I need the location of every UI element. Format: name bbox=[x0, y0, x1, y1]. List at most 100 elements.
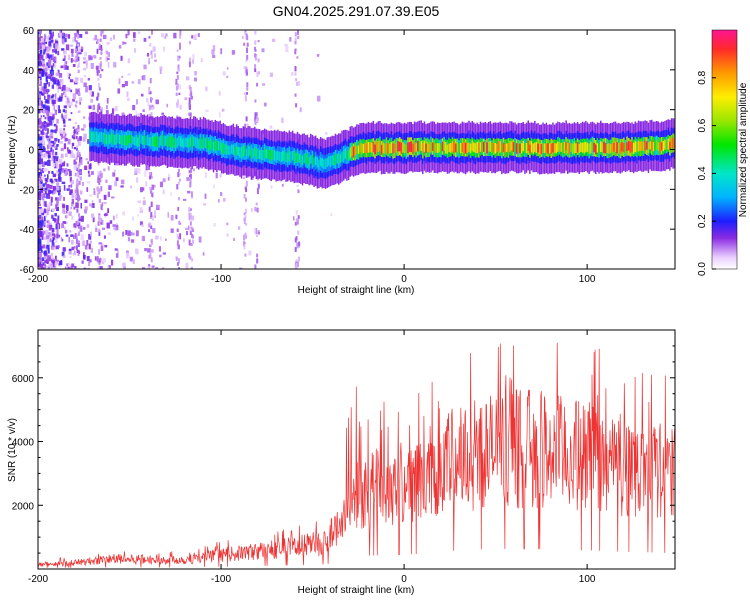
noise-speckle bbox=[40, 235, 43, 238]
noise-streak bbox=[77, 169, 80, 174]
noise-streak bbox=[257, 230, 260, 233]
ridge-cell bbox=[229, 145, 231, 156]
ridge-cell bbox=[166, 138, 169, 148]
noise-speckle bbox=[51, 144, 55, 147]
noise-speckle bbox=[77, 110, 81, 113]
ridge-cell bbox=[183, 137, 185, 149]
noise-streak bbox=[150, 50, 153, 55]
ridge-cell bbox=[161, 134, 164, 146]
noise-streak bbox=[189, 208, 192, 211]
noise-speckle bbox=[45, 153, 48, 159]
noise-streak bbox=[189, 182, 192, 188]
noise-speckle bbox=[41, 150, 44, 153]
ridge-cell bbox=[455, 143, 457, 153]
colorbar-tick-label: 0.6 bbox=[697, 118, 708, 132]
noise-streak bbox=[176, 104, 179, 108]
noise-speckle bbox=[142, 187, 145, 191]
noise-streak bbox=[179, 233, 182, 240]
noise-streak bbox=[254, 120, 257, 126]
ridge-cell bbox=[427, 141, 429, 153]
noise-speckle bbox=[59, 30, 61, 37]
ridge-cell bbox=[543, 143, 546, 153]
ridge-cell bbox=[469, 143, 472, 154]
noise-speckle bbox=[51, 99, 55, 104]
ridge-cell bbox=[356, 145, 358, 155]
noise-speckle bbox=[113, 169, 116, 173]
noise-streak bbox=[151, 215, 154, 221]
ridge-cell bbox=[443, 140, 445, 151]
noise-streak bbox=[148, 223, 151, 228]
noise-speckle bbox=[139, 162, 143, 165]
noise-speckle bbox=[109, 220, 113, 224]
noise-speckle bbox=[50, 196, 53, 203]
noise-streak bbox=[244, 30, 247, 34]
ridge-cell bbox=[193, 136, 195, 146]
noise-speckle bbox=[60, 153, 64, 159]
noise-speckle bbox=[57, 86, 61, 90]
noise-streak bbox=[245, 66, 248, 71]
ridge-cell bbox=[155, 136, 157, 147]
colorbar: 0.00.20.40.60.8 Normalized spectral ampl… bbox=[697, 29, 749, 276]
noise-speckle bbox=[57, 215, 60, 220]
noise-speckle bbox=[40, 212, 44, 216]
ridge-cell bbox=[323, 159, 325, 169]
noise-speckle bbox=[47, 115, 51, 122]
noise-speckle bbox=[48, 143, 52, 148]
ridge-cell bbox=[491, 142, 493, 154]
noise-speckle bbox=[58, 105, 60, 111]
noise-speckle bbox=[56, 85, 59, 90]
noise-streak bbox=[76, 178, 79, 182]
ridge-cell bbox=[375, 142, 378, 153]
snr-x-axis-label: Height of straight line (km) bbox=[298, 585, 415, 596]
noise-speckle bbox=[59, 141, 63, 144]
noise-speckle bbox=[112, 224, 116, 227]
noise-speckle bbox=[95, 227, 98, 232]
ridge-cell bbox=[511, 141, 513, 151]
noise-speckle bbox=[143, 64, 147, 70]
noise-speckle bbox=[186, 230, 188, 236]
noise-speckle bbox=[137, 79, 141, 85]
noise-speckle bbox=[39, 140, 43, 143]
noise-speckle bbox=[64, 171, 68, 176]
noise-speckle bbox=[49, 121, 53, 126]
ridge-cell bbox=[105, 134, 108, 145]
noise-speckle bbox=[74, 246, 76, 249]
noise-streak bbox=[254, 31, 257, 35]
noise-speckle bbox=[91, 205, 94, 208]
noise-speckle bbox=[65, 153, 68, 158]
noise-speckle bbox=[72, 98, 75, 102]
noise-speckle bbox=[226, 233, 229, 237]
noise-speckle bbox=[51, 117, 54, 123]
noise-speckle bbox=[95, 66, 98, 70]
noise-speckle bbox=[155, 235, 159, 240]
noise-speckle bbox=[40, 158, 43, 164]
ridge-cell bbox=[669, 141, 671, 151]
ridge-cell bbox=[379, 140, 381, 152]
noise-speckle bbox=[45, 229, 49, 236]
ridge-cell bbox=[583, 142, 585, 154]
noise-streak bbox=[192, 239, 194, 244]
noise-speckle bbox=[63, 210, 66, 214]
snr-y-axis-label: SNR (10 * v/v) bbox=[7, 418, 18, 482]
noise-speckle bbox=[38, 54, 41, 61]
noise-speckle bbox=[52, 161, 55, 168]
noise-speckle bbox=[51, 239, 54, 246]
ridge-cell bbox=[226, 144, 228, 154]
ridge-cell bbox=[631, 141, 633, 152]
noise-speckle bbox=[145, 181, 148, 187]
ridge-cell bbox=[254, 146, 256, 157]
noise-speckle bbox=[105, 179, 108, 183]
noise-streak bbox=[243, 42, 246, 46]
ridge-cell bbox=[573, 141, 576, 154]
noise-speckle bbox=[50, 233, 53, 238]
noise-streak bbox=[175, 82, 178, 85]
noise-speckle bbox=[223, 198, 226, 202]
noise-speckle bbox=[136, 177, 139, 183]
ridge-cell bbox=[99, 132, 101, 142]
noise-speckle bbox=[218, 91, 221, 96]
noise-speckle bbox=[135, 249, 139, 255]
noise-speckle bbox=[285, 46, 289, 53]
noise-speckle bbox=[126, 91, 129, 97]
noise-speckle bbox=[65, 86, 68, 92]
noise-speckle bbox=[46, 88, 49, 95]
